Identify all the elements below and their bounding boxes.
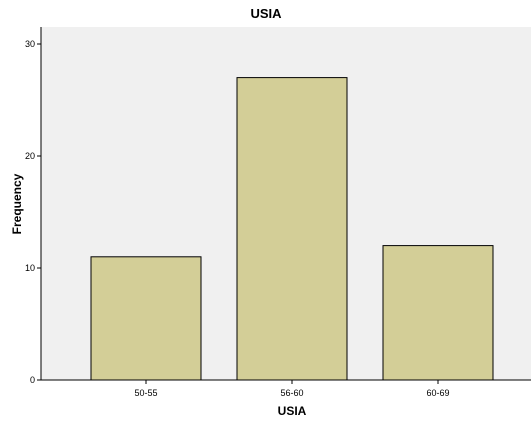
y-tick-label: 0 <box>30 375 35 385</box>
axes-group <box>40 27 531 381</box>
x-tick-label: 60-69 <box>426 388 449 398</box>
bars-group <box>90 77 494 381</box>
x-tick-label: 56-60 <box>280 388 303 398</box>
y-axis-label: Frequency <box>10 173 24 234</box>
bar-60-69 <box>382 245 494 381</box>
x-tick-label: 50-55 <box>134 388 157 398</box>
x-axis-label: USIA <box>278 404 307 418</box>
chart-title: USIA <box>250 6 282 21</box>
bar-50-55 <box>90 256 202 381</box>
ticks-group: 50-55 56-60 60-69 0 10 20 30 <box>25 39 450 398</box>
y-tick-label: 10 <box>25 263 35 273</box>
y-tick-label: 20 <box>25 151 35 161</box>
y-tick-label: 30 <box>25 39 35 49</box>
bar-56-60 <box>236 77 348 381</box>
